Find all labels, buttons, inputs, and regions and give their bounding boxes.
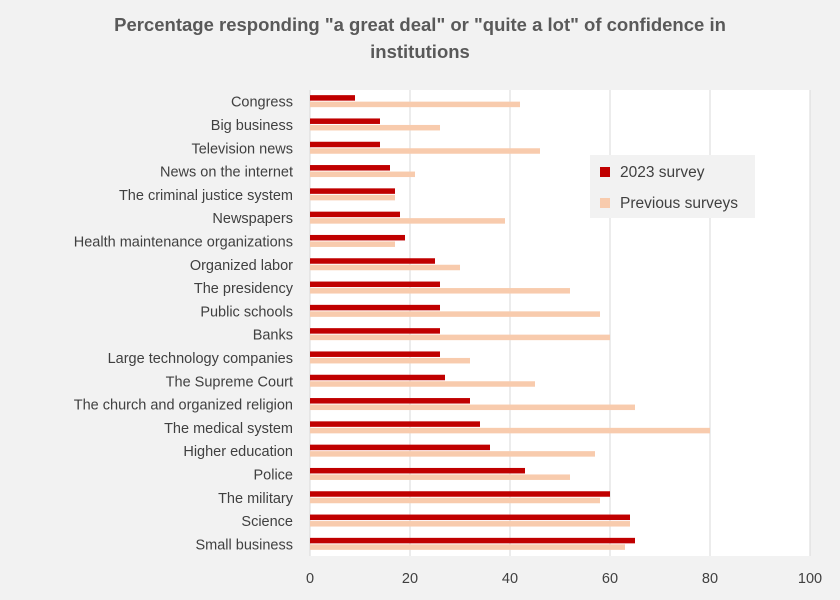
bar-previous-surveys xyxy=(310,451,595,457)
category-label: Higher education xyxy=(183,444,293,460)
category-label: Small business xyxy=(195,537,293,553)
x-tick-label: 20 xyxy=(402,571,418,587)
bar-2023-survey xyxy=(310,444,490,451)
bar-2023-survey xyxy=(310,421,480,427)
bar-previous-surveys xyxy=(310,124,440,131)
category-label: Television news xyxy=(191,141,293,157)
category-label: The criminal justice system xyxy=(119,188,293,204)
category-label: The church and organized religion xyxy=(74,398,293,414)
bar-previous-surveys xyxy=(310,427,710,434)
category-label: The medical system xyxy=(164,421,293,437)
bar-2023-survey xyxy=(310,491,610,497)
bar-2023-survey xyxy=(310,328,440,334)
x-tick-label: 40 xyxy=(502,571,518,587)
bar-previous-surveys xyxy=(310,101,520,108)
legend-label: Previous surveys xyxy=(620,195,738,212)
category-label: The Supreme Court xyxy=(166,374,293,390)
bar-2023-survey xyxy=(310,281,440,288)
category-label: Newspapers xyxy=(212,211,293,227)
bar-2023-survey xyxy=(310,211,400,218)
bar-previous-surveys xyxy=(310,241,395,247)
bar-2023-survey xyxy=(310,514,630,521)
legend-swatch xyxy=(600,198,610,208)
category-label: The military xyxy=(218,491,294,507)
bar-previous-surveys xyxy=(310,544,625,550)
x-tick-label: 80 xyxy=(702,571,718,587)
bar-previous-surveys xyxy=(310,264,460,271)
category-label: Congress xyxy=(231,95,293,111)
legend-swatch xyxy=(600,167,610,177)
legend: 2023 survey Previous surveys xyxy=(590,155,755,218)
bar-2023-survey xyxy=(310,118,380,124)
x-tick-label: 0 xyxy=(306,571,314,587)
bar-2023-survey xyxy=(310,467,525,474)
bar-previous-surveys xyxy=(310,194,395,201)
bar-previous-surveys xyxy=(310,357,470,364)
bar-previous-surveys xyxy=(310,381,535,387)
category-label: Public schools xyxy=(200,304,293,320)
bar-2023-survey xyxy=(310,374,445,381)
bar-previous-surveys xyxy=(310,404,635,411)
x-tick-label: 100 xyxy=(798,571,822,587)
bar-previous-surveys xyxy=(310,218,505,224)
category-label: Banks xyxy=(253,328,293,344)
category-label: Science xyxy=(241,514,293,530)
x-tick-labels: 0 20 40 60 80 100 xyxy=(306,571,822,587)
bar-2023-survey xyxy=(310,141,380,148)
bar-2023-survey xyxy=(310,165,390,171)
bar-2023-survey xyxy=(310,304,440,311)
bar-2023-survey xyxy=(310,398,470,404)
bar-previous-surveys xyxy=(310,521,630,527)
chart-title-line-2: institutions xyxy=(370,41,470,62)
bar-2023-survey xyxy=(310,537,635,544)
bar-previous-surveys xyxy=(310,334,610,341)
chart-title-line-1: Percentage responding "a great deal" or … xyxy=(114,14,726,35)
bar-previous-surveys xyxy=(310,311,600,317)
bar-2023-survey xyxy=(310,351,440,357)
bar-previous-surveys xyxy=(310,497,600,504)
category-label: Large technology companies xyxy=(108,351,293,367)
bar-2023-survey xyxy=(310,188,395,194)
bar-previous-surveys xyxy=(310,474,570,480)
bar-previous-surveys xyxy=(310,148,540,154)
category-label: Organized labor xyxy=(190,258,293,274)
category-label: News on the internet xyxy=(160,165,293,181)
x-tick-label: 60 xyxy=(602,571,618,587)
bar-2023-survey xyxy=(310,95,355,101)
legend-background xyxy=(590,155,755,218)
category-label: Big business xyxy=(211,118,293,134)
bar-2023-survey xyxy=(310,234,405,241)
bars xyxy=(310,95,710,550)
category-label: Police xyxy=(254,467,294,483)
legend-label: 2023 survey xyxy=(620,164,705,181)
category-label: The presidency xyxy=(194,281,294,297)
bar-2023-survey xyxy=(310,258,435,264)
bar-previous-surveys xyxy=(310,288,570,294)
bar-previous-surveys xyxy=(310,171,415,178)
category-label: Health maintenance organizations xyxy=(74,234,293,250)
category-labels: Congress Big business Television news News … xyxy=(74,95,294,554)
